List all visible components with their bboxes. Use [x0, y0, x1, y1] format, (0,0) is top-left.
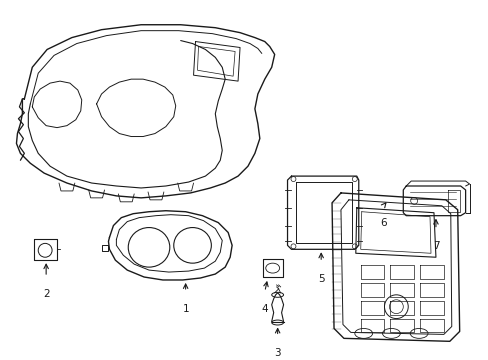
- Text: 6: 6: [379, 218, 386, 228]
- Text: 4: 4: [261, 304, 267, 314]
- Text: 1: 1: [182, 304, 188, 314]
- Text: 7: 7: [432, 242, 438, 251]
- Text: 2: 2: [43, 289, 49, 299]
- Text: 5: 5: [317, 274, 324, 284]
- Text: 3: 3: [274, 348, 281, 358]
